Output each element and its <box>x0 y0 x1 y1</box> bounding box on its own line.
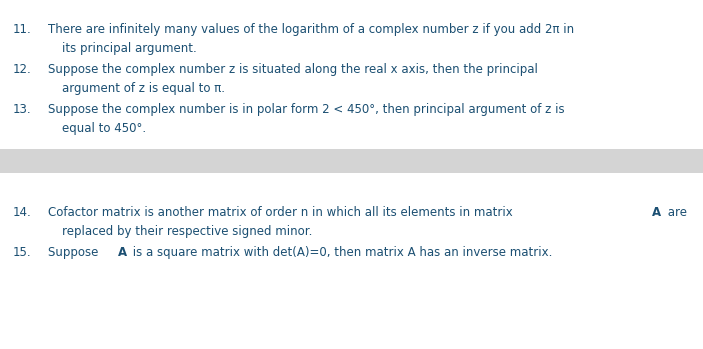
Text: Suppose the complex number is in polar form 2 < 450°, then principal argument of: Suppose the complex number is in polar f… <box>48 103 565 116</box>
Text: are: are <box>664 206 687 219</box>
Text: Suppose the complex number z is situated along the real x axis, then the princip: Suppose the complex number z is situated… <box>48 63 538 76</box>
Text: 12.: 12. <box>13 63 32 76</box>
Text: 15.: 15. <box>13 246 31 259</box>
Text: Cofactor matrix is another matrix of order n in which all its elements in matrix: Cofactor matrix is another matrix of ord… <box>48 206 516 219</box>
Text: argument of z is equal to π.: argument of z is equal to π. <box>62 82 225 95</box>
Text: A: A <box>117 246 127 259</box>
Text: 13.: 13. <box>13 103 31 116</box>
Text: replaced by their respective signed minor.: replaced by their respective signed mino… <box>62 225 312 238</box>
Text: There are infinitely many values of the logarithm of a complex number z if you a: There are infinitely many values of the … <box>48 23 574 36</box>
Text: is a square matrix with det(A)=0, then matrix A has an inverse matrix.: is a square matrix with det(A)=0, then m… <box>129 246 553 259</box>
Text: equal to 450°.: equal to 450°. <box>62 122 146 135</box>
Text: its principal argument.: its principal argument. <box>62 42 197 55</box>
Text: 14.: 14. <box>13 206 32 219</box>
Text: Suppose: Suppose <box>48 246 102 259</box>
Text: 11.: 11. <box>13 23 32 36</box>
Text: A: A <box>652 206 662 219</box>
Bar <box>0 149 703 173</box>
